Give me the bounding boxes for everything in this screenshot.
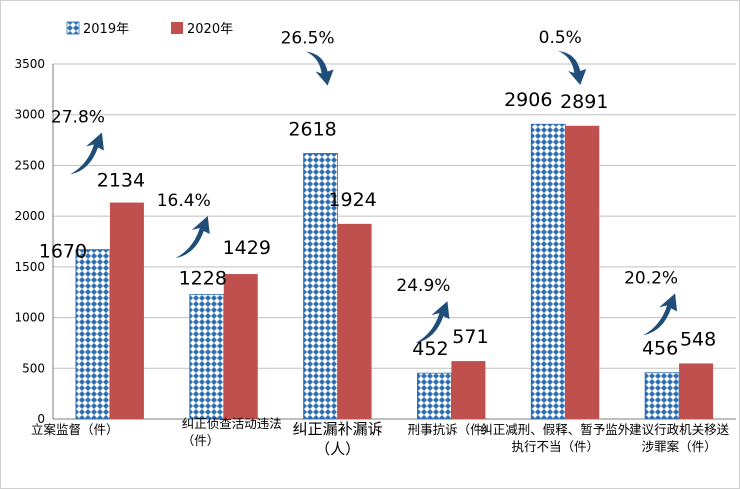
data-label-2020: 2891	[560, 91, 608, 113]
x-category-label: 纠正漏补漏诉	[293, 420, 383, 438]
change-percent-label: 20.2%	[624, 268, 678, 288]
bar-2019	[75, 249, 111, 420]
change-percent-label: 26.5%	[281, 28, 335, 48]
bar-2020	[223, 274, 258, 419]
bar-2019	[417, 372, 452, 420]
change-percent-label: 27.8%	[51, 108, 105, 128]
data-label-2020: 1429	[223, 237, 271, 259]
arrow-up-icon	[415, 301, 450, 344]
bar-2019	[303, 153, 338, 420]
data-label-2019: 2906	[504, 89, 552, 111]
y-tick-label: 2000	[14, 209, 45, 223]
legend-swatch-2020	[171, 22, 183, 34]
bar-2019	[530, 123, 566, 420]
change-percent-label: 0.5%	[539, 28, 582, 48]
arrow-down-icon	[305, 51, 334, 86]
bar-2020	[565, 125, 600, 420]
y-tick-label: 1000	[14, 311, 45, 325]
y-tick-label: 500	[22, 361, 45, 375]
data-label-2019: 452	[412, 338, 448, 360]
y-tick-label: 0	[37, 412, 45, 426]
bar-2020	[451, 361, 486, 419]
y-tick-label: 1500	[14, 260, 45, 274]
y-tick-label: 3500	[14, 57, 45, 71]
arrow-up-icon	[643, 293, 678, 336]
x-category-label: 涉罪案（件）	[642, 439, 717, 454]
x-category-label: 刑事抗诉（件）	[408, 422, 496, 437]
data-label-2020: 1924	[328, 189, 376, 211]
data-label-2020: 571	[452, 326, 488, 348]
data-label-2019: 456	[642, 338, 678, 360]
data-label-2019: 2618	[288, 118, 336, 140]
data-label-2020: 2134	[97, 170, 145, 192]
bar-2019	[189, 294, 225, 420]
arrow-down-icon	[558, 51, 587, 85]
change-percent-label: 24.9%	[396, 276, 450, 296]
legend-swatch-2019	[66, 21, 80, 35]
bar-2020	[109, 202, 144, 419]
legend-label-2019: 2019年	[83, 22, 129, 37]
x-category-label: 纠正侦查活动违法	[182, 416, 282, 431]
arrow-up-icon	[175, 216, 210, 259]
bar-2020	[337, 223, 372, 419]
change-percent-label: 16.4%	[157, 191, 211, 211]
bar-2020	[679, 363, 714, 419]
x-category-label: 纠正减刑、假释、暂予监外	[480, 422, 631, 437]
y-tick-label: 3000	[14, 108, 45, 122]
data-label-2019: 1670	[39, 241, 87, 263]
legend-label-2020: 2020年	[187, 22, 233, 37]
y-tick-label: 2500	[14, 158, 45, 172]
x-category-label: （件）	[182, 433, 220, 448]
data-label-2020: 548	[680, 328, 716, 350]
x-category-label: 立案监督（件）	[31, 422, 119, 437]
x-category-label: 执行不当（件）	[511, 439, 599, 454]
x-category-label: 建议行政机关移送	[629, 422, 730, 437]
arrow-up-icon	[69, 132, 104, 175]
data-label-2019: 1228	[179, 267, 227, 289]
bar-2019	[644, 372, 680, 420]
x-category-label: （人）	[315, 440, 360, 458]
